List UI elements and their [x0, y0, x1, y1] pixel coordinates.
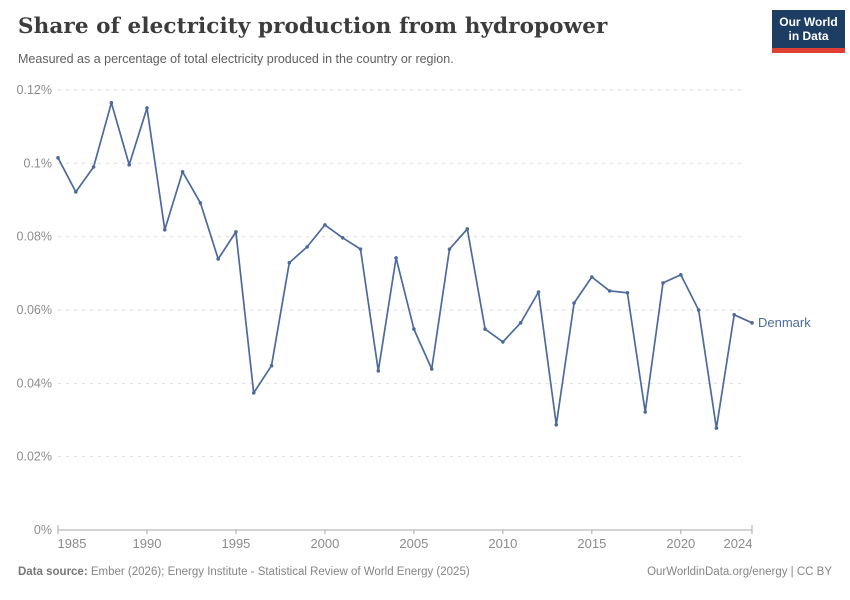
data-point	[732, 312, 737, 317]
owid-logo-red-bar	[772, 48, 845, 53]
data-point	[483, 327, 487, 331]
x-axis-tick-label: 2015	[577, 536, 606, 551]
x-axis-tick-label: 2000	[310, 536, 339, 551]
data-point	[714, 426, 719, 430]
data-point	[625, 290, 630, 295]
data-point	[162, 227, 167, 232]
y-axis-tick-label: 0%	[34, 523, 52, 537]
data-point	[572, 301, 576, 305]
data-point	[56, 156, 60, 160]
y-axis-tick-label: 0.06%	[17, 303, 52, 317]
data-point	[376, 369, 381, 373]
data-point	[501, 340, 505, 344]
data-point	[412, 327, 416, 331]
chart-subtitle: Measured as a percentage of total electr…	[18, 52, 454, 66]
data-point	[447, 247, 452, 251]
data-point	[554, 422, 559, 427]
data-point	[251, 391, 256, 395]
data-point	[661, 281, 665, 285]
data-point	[679, 273, 683, 277]
data-point	[145, 106, 149, 110]
y-axis-tick-label: 0.04%	[17, 376, 52, 390]
owid-logo-line1: Our World	[779, 15, 838, 29]
data-point	[465, 227, 470, 231]
y-axis-tick-label: 0.02%	[17, 450, 52, 464]
x-axis-tick-label: 1985	[58, 536, 87, 551]
page-title: Share of electricity production from hyd…	[18, 14, 608, 39]
data-source-label: Data source:	[18, 566, 88, 578]
data-point	[91, 165, 96, 169]
data-point	[394, 256, 398, 260]
data-point	[216, 257, 220, 261]
data-source-text: Ember (2026); Energy Institute - Statist…	[87, 566, 470, 578]
data-point	[234, 230, 238, 234]
data-point	[607, 289, 612, 293]
x-axis-tick-label: 1995	[221, 536, 250, 551]
data-point	[109, 101, 114, 105]
data-point	[358, 247, 363, 251]
x-axis-tick-label: 2024	[724, 536, 753, 551]
data-point	[305, 245, 309, 249]
series-line-denmark	[57, 101, 753, 429]
data-point	[73, 190, 78, 194]
data-point	[269, 363, 274, 368]
line-chart-canvas: 0% 0.02% 0.04% 0.06% 0.08% 0.1% 0.12% 1985 1990 1…	[17, 83, 812, 551]
data-point	[590, 275, 594, 279]
x-axis-tick-label: 2010	[488, 536, 517, 551]
data-point	[127, 163, 131, 167]
x-axis-tick-label: 1990	[133, 536, 162, 551]
series-label-denmark: Denmark	[758, 315, 811, 330]
data-point	[180, 169, 185, 174]
data-point	[340, 235, 345, 240]
data-point	[198, 201, 203, 205]
data-point	[696, 308, 701, 312]
y-axis-tick-label: 0.1%	[24, 156, 53, 170]
y-axis-tick-label: 0.12%	[17, 83, 52, 97]
data-point	[287, 260, 292, 265]
data-source-note: Data source: Ember (2026); Energy Instit…	[18, 566, 470, 578]
data-point	[518, 321, 523, 325]
data-point	[323, 223, 327, 227]
owid-logo-line2: in Data	[788, 29, 829, 43]
x-axis-tick-label: 2005	[399, 536, 428, 551]
owid-logo: Our World in Data	[772, 10, 845, 53]
y-axis-tick-label: 0.08%	[17, 230, 52, 244]
data-point	[429, 367, 434, 371]
attribution-link[interactable]: OurWorldinData.org/energy | CC BY	[647, 566, 832, 578]
owid-logo-box: Our World in Data	[772, 10, 845, 48]
x-axis-tick-label: 2020	[666, 536, 695, 551]
data-point	[750, 321, 754, 325]
data-point	[643, 410, 648, 414]
data-point	[536, 290, 541, 294]
